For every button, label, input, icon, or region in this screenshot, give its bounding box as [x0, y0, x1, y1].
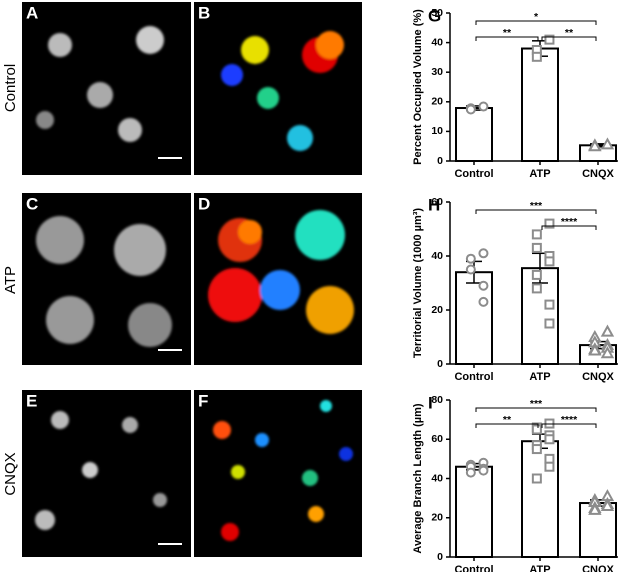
- data-point: [478, 248, 489, 259]
- y-tick-label: 30: [431, 66, 443, 78]
- image-panels: [22, 2, 362, 557]
- data-point: [588, 343, 602, 356]
- significance-bracket: [475, 36, 539, 41]
- significance-label: *: [534, 11, 539, 23]
- data-point: [531, 283, 542, 294]
- x-tick-label: Control: [454, 564, 493, 572]
- data-point: [465, 253, 476, 264]
- y-tick-label: 40: [431, 36, 443, 48]
- panel-label: H: [428, 195, 440, 214]
- x-tick-label: Control: [454, 371, 493, 383]
- data-point: [531, 242, 542, 253]
- data-point: [465, 104, 476, 115]
- data-point: [478, 280, 489, 291]
- data-point: [465, 264, 476, 275]
- significance-bracket: [475, 20, 597, 25]
- y-axis-label: Territorial Volume (1000 µm³): [412, 208, 424, 359]
- data-point: [531, 229, 542, 240]
- significance-label: ***: [530, 398, 543, 410]
- x-tick-label: Control: [454, 168, 493, 180]
- data-point: [544, 434, 555, 445]
- y-tick-label: 20: [431, 304, 443, 316]
- x-tick-label: ATP: [529, 564, 550, 572]
- y-tick-label: 60: [431, 433, 443, 445]
- row-label: CNQX: [2, 452, 19, 495]
- data-point: [531, 269, 542, 280]
- data-point: [600, 346, 615, 359]
- data-point: [544, 299, 555, 310]
- significance-label: **: [503, 414, 512, 426]
- data-point: [588, 502, 602, 515]
- cells: [35, 26, 354, 541]
- significance-label: **: [565, 27, 574, 39]
- significance-label: **: [503, 27, 512, 39]
- micrograph: [22, 390, 191, 557]
- y-tick-label: 80: [431, 394, 443, 406]
- bar: [455, 107, 493, 162]
- data-point: [465, 467, 476, 478]
- data-point: [531, 51, 542, 62]
- bar: [455, 465, 493, 559]
- significance-label: ***: [530, 200, 543, 212]
- data-point: [544, 218, 555, 229]
- data-point: [544, 256, 555, 267]
- data-point: [544, 453, 555, 464]
- data-point: [478, 101, 489, 112]
- y-tick-label: 0: [437, 358, 443, 370]
- x-tick-label: CNQX: [582, 168, 614, 180]
- x-tick-label: CNQX: [582, 564, 614, 572]
- x-tick-label: ATP: [529, 371, 550, 383]
- y-tick-label: 40: [431, 472, 443, 484]
- x-tick-label: ATP: [529, 168, 550, 180]
- significance-bracket: [541, 225, 597, 230]
- panel-label: C: [26, 194, 38, 213]
- y-tick-label: 20: [431, 96, 443, 108]
- panel-label: I: [428, 393, 433, 412]
- data-point: [600, 324, 615, 337]
- panel-label: B: [198, 3, 210, 22]
- panel-label: D: [198, 194, 210, 213]
- data-point: [478, 296, 489, 307]
- x-tick-label: CNQX: [582, 371, 614, 383]
- data-point: [544, 318, 555, 329]
- significance-bracket: [541, 36, 597, 41]
- y-axis-label: Percent Occupied Volume (%): [412, 9, 424, 165]
- y-tick-label: 20: [431, 512, 443, 524]
- y-tick-label: 60: [431, 196, 443, 208]
- data-point: [588, 139, 602, 152]
- data-point: [600, 137, 615, 150]
- significance-bracket: [541, 423, 597, 428]
- y-tick-label: 50: [431, 7, 443, 19]
- bar: [521, 47, 559, 163]
- data-point: [531, 473, 542, 484]
- micrograph: [194, 390, 362, 557]
- y-axis-label: Average Branch Length (µm): [412, 403, 424, 554]
- data-point: [531, 444, 542, 455]
- significance-label: ****: [561, 414, 578, 426]
- significance-bracket: [475, 423, 539, 428]
- significance-label: ****: [561, 216, 578, 228]
- panel-label: F: [198, 391, 208, 410]
- row-label: ATP: [2, 266, 19, 294]
- y-tick-label: 0: [437, 551, 443, 563]
- micrograph: [194, 2, 362, 175]
- significance-bracket: [475, 407, 597, 412]
- significance-bracket: [475, 209, 597, 214]
- panel-label: E: [26, 391, 37, 410]
- row-label: Control: [2, 64, 19, 112]
- data-point: [544, 461, 555, 472]
- y-tick-label: 0: [437, 155, 443, 167]
- data-point: [600, 498, 615, 511]
- data-point: [544, 34, 555, 45]
- data-point: [531, 424, 542, 435]
- data-point: [478, 465, 489, 476]
- y-tick-label: 40: [431, 250, 443, 262]
- panel-label: A: [26, 3, 38, 22]
- y-tick-label: 10: [431, 125, 443, 137]
- panel-label: G: [428, 6, 441, 25]
